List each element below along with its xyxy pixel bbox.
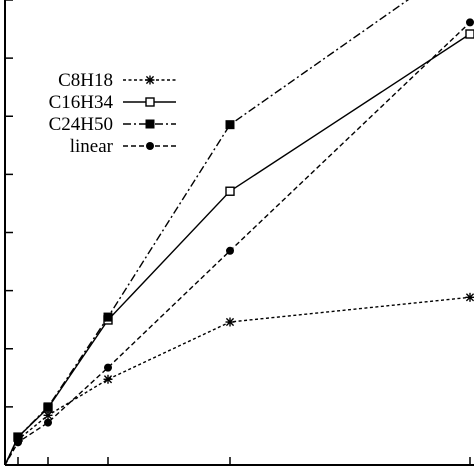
data-point-C24H50 [43,402,53,412]
data-point-C8H18 [465,292,474,302]
data-point-linear [14,438,22,447]
legend-label-C16H34: C16H34 [49,92,114,113]
legend-marker-C8H18 [145,75,155,85]
data-point-C8H18 [103,374,113,384]
data-point-linear [466,18,474,27]
legend-marker-linear [146,142,154,150]
series-linear [5,18,474,465]
data-point-C8H18 [225,317,235,327]
legend-label-C24H50: C24H50 [49,114,113,135]
data-point-linear [104,363,112,372]
data-point-C24H50 [13,432,23,442]
data-point-C24H50 [225,120,235,130]
series-line-C8H18 [5,296,471,465]
series-C8H18 [5,292,474,465]
data-point-linear [44,418,52,427]
legend-marker-C24H50 [145,119,155,129]
series-C24H50 [5,0,410,465]
data-point-C24H50 [103,312,113,322]
data-point-linear [226,246,234,255]
legend-label-C8H18: C8H18 [58,70,113,91]
data-point-C16H34 [225,186,235,196]
legend-marker-C16H34 [145,97,155,107]
data-point-C16H34 [465,29,474,39]
legend-label-linear: linear [70,136,114,157]
